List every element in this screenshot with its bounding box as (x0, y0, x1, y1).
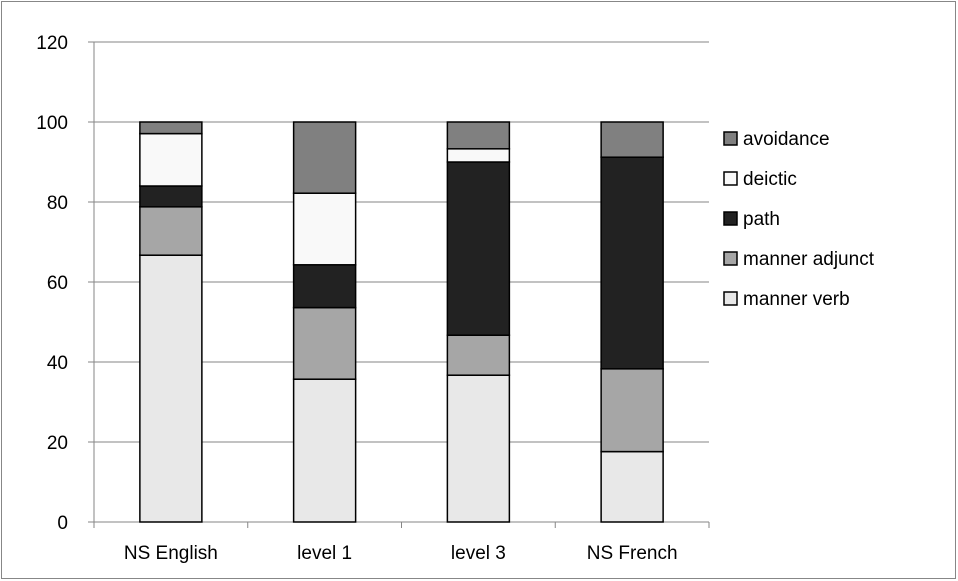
legend-swatch-manner-adjunct (723, 251, 738, 266)
x-tick-label: NS English (124, 543, 218, 564)
bar-segment-deictic (446, 148, 511, 163)
bar-segment-manner-verb (292, 378, 357, 523)
x-tick-label: level 3 (451, 543, 506, 564)
bar-segment-manner-adjunct (446, 334, 511, 376)
x-tick-label: NS French (587, 543, 678, 564)
legend-label: manner adjunct (743, 249, 875, 270)
y-tick-label: 100 (36, 113, 68, 134)
bar-segment-path (292, 264, 357, 309)
legend-label: manner verb (743, 289, 850, 310)
y-tick-labels: 0 20 40 60 80 100 120 (36, 33, 68, 534)
y-tick-label: 0 (57, 513, 68, 534)
legend-label: deictic (743, 169, 797, 190)
y-tick-label: 60 (47, 273, 68, 294)
bar-segment-manner-adjunct (600, 368, 664, 453)
bar-segment-manner-verb (139, 254, 203, 523)
legend-swatch-path (723, 211, 738, 226)
bar-segment-manner-adjunct (292, 306, 357, 380)
bar-segment-manner-verb (600, 450, 664, 523)
bar-segment-path (600, 156, 664, 370)
x-tick-label: level 1 (297, 543, 352, 564)
bar-segment-avoidance (139, 121, 203, 135)
y-tick-label: 80 (47, 193, 68, 214)
bar-segment-path (446, 161, 511, 336)
legend-swatch-manner-verb (723, 291, 738, 306)
x-tick-labels: NS English level 1 level 3 NS French (124, 543, 678, 564)
legend: avoidance deictic path manner adjunct manner… (723, 129, 875, 310)
bar-segment-deictic (139, 132, 203, 187)
y-tick-label: 40 (47, 353, 68, 374)
legend-label: avoidance (743, 129, 830, 150)
bars (139, 121, 664, 523)
legend-label: path (743, 209, 780, 230)
legend-swatch-avoidance (723, 131, 738, 146)
bar-segment-path (139, 185, 203, 208)
bar-segment-avoidance (292, 121, 357, 194)
bar-segment-avoidance (446, 121, 511, 150)
bar-segment-manner-verb (446, 374, 511, 523)
legend-swatch-deictic (723, 171, 738, 186)
y-tick-label: 120 (36, 33, 68, 54)
bar-segment-deictic (292, 192, 357, 266)
bar-segment-avoidance (600, 121, 664, 158)
bar-segment-manner-adjunct (139, 206, 203, 256)
y-tick-label: 20 (47, 433, 68, 454)
